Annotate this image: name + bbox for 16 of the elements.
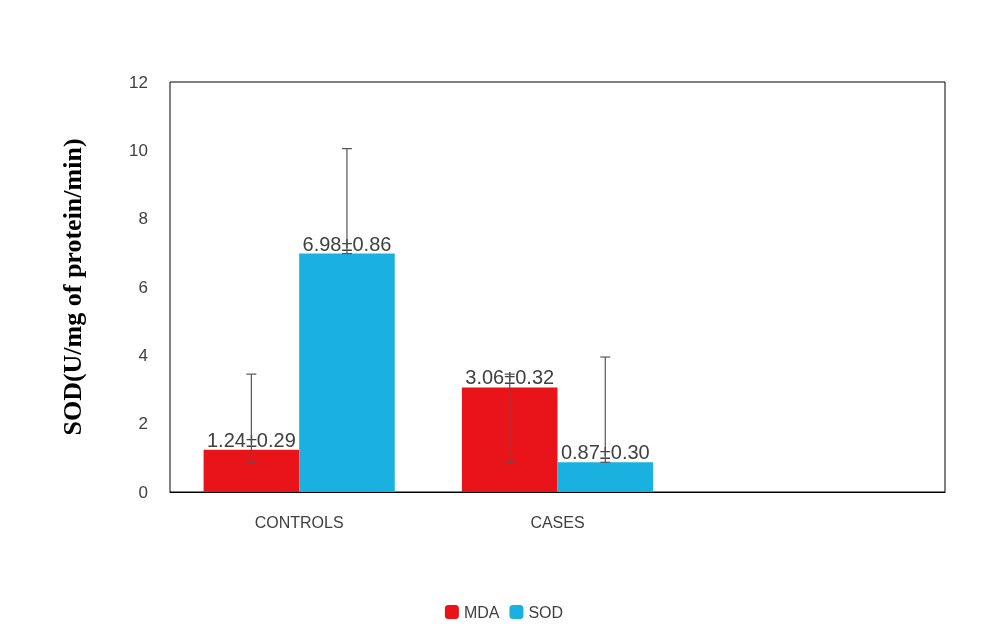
x-tick-label: CONTROLS [254, 513, 344, 531]
legend-label: SOD [528, 603, 564, 621]
y-tick-label: 8 [138, 209, 148, 229]
y-tick-label: 4 [138, 345, 148, 365]
y-axis-title: SOD(U/mg of protein/min) [57, 138, 87, 436]
y-tick-label: 2 [138, 414, 148, 434]
x-tick-label: CASES [530, 513, 585, 531]
y-tick-label: 10 [129, 140, 148, 160]
legend-label: MDA [463, 603, 500, 621]
y-tick-label: 12 [129, 72, 148, 92]
bar [299, 253, 395, 492]
y-tick-label: 6 [138, 277, 148, 297]
bar [203, 449, 300, 492]
y-tick-label: 0 [138, 482, 148, 502]
bar [461, 387, 558, 492]
bar [557, 462, 654, 492]
